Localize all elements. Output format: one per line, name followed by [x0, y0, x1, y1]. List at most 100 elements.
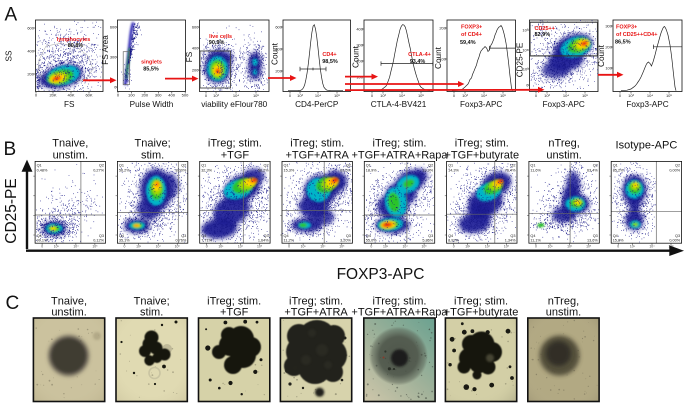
svg-text:10⁵: 10⁵ [666, 93, 672, 98]
svg-text:Count: Count [597, 44, 606, 67]
svg-text:10⁵: 10⁵ [500, 93, 506, 98]
svg-text:nTreg,: nTreg, [548, 138, 579, 150]
svg-text:10⁴: 10⁴ [481, 93, 487, 98]
svg-text:10⁴: 10⁴ [73, 245, 79, 249]
svg-text:+TGF+ATRA: +TGF+ATRA [284, 307, 348, 319]
svg-text:unstim.: unstim. [546, 150, 581, 162]
svg-text:10³: 10³ [54, 245, 60, 249]
svg-text:Isotype-APC: Isotype-APC [616, 140, 678, 152]
svg-text:FS Area: FS Area [101, 35, 110, 65]
svg-text:10³: 10³ [136, 245, 142, 249]
svg-text:300: 300 [110, 55, 117, 60]
svg-text:Tnaive,: Tnaive, [52, 138, 88, 150]
svg-text:Q3: Q3 [346, 234, 351, 238]
svg-text:85,2%: 85,2% [613, 168, 624, 172]
svg-text:FOXP3-APC: FOXP3-APC [337, 266, 425, 283]
svg-text:10³: 10³ [628, 93, 634, 98]
svg-text:10⁴: 10⁴ [399, 93, 405, 98]
svg-text:iTreg; stim.: iTreg; stim. [290, 138, 344, 150]
svg-text:unstim.: unstim. [51, 307, 86, 319]
svg-text:0: 0 [371, 93, 374, 98]
svg-text:400: 400 [168, 93, 175, 98]
svg-text:0: 0 [370, 245, 372, 249]
svg-text:iTreg; stim.: iTreg; stim. [373, 138, 427, 150]
svg-text:300: 300 [605, 24, 612, 29]
svg-text:Q4: Q4 [366, 234, 371, 238]
svg-text:Q3: Q3 [593, 234, 598, 238]
svg-text:20K: 20K [49, 93, 56, 98]
svg-text:10⁴: 10⁴ [156, 245, 162, 249]
svg-text:300: 300 [155, 93, 162, 98]
svg-text:0: 0 [535, 93, 538, 98]
svg-text:CD25++: CD25++ [535, 26, 556, 32]
svg-text:10⁴: 10⁴ [522, 48, 528, 53]
svg-text:Q2: Q2 [675, 163, 680, 167]
svg-text:Count: Count [271, 42, 280, 65]
svg-text:1,34%: 1,34% [505, 239, 516, 243]
svg-text:13,6%: 13,6% [587, 239, 598, 243]
svg-text:200: 200 [275, 69, 282, 74]
svg-text:0: 0 [41, 245, 43, 249]
svg-text:400: 400 [275, 47, 282, 52]
svg-text:Q2: Q2 [593, 163, 598, 167]
svg-text:B: B [4, 139, 17, 160]
svg-text:Q2: Q2 [264, 163, 269, 167]
svg-text:10³: 10³ [630, 245, 636, 249]
svg-text:Q4: Q4 [448, 234, 453, 238]
svg-text:Q2: Q2 [428, 163, 433, 167]
svg-text:400: 400 [192, 46, 199, 51]
svg-text:SS: SS [5, 50, 14, 61]
svg-text:32,3%: 32,3% [201, 168, 212, 172]
svg-text:69,5%: 69,5% [340, 168, 351, 172]
svg-text:Q3: Q3 [510, 234, 515, 238]
svg-text:0,76%: 0,76% [176, 239, 187, 243]
svg-text:0: 0 [453, 245, 455, 249]
svg-text:0,27%: 0,27% [93, 168, 104, 172]
svg-text:15,8%: 15,8% [613, 239, 624, 243]
svg-text:1,64%: 1,64% [258, 239, 269, 243]
svg-text:Q1: Q1 [119, 163, 124, 167]
svg-text:Q3: Q3 [181, 234, 186, 238]
svg-text:Q2: Q2 [99, 163, 104, 167]
svg-text:60K: 60K [85, 93, 92, 98]
svg-text:200: 200 [605, 45, 612, 50]
svg-text:Q1: Q1 [37, 163, 42, 167]
svg-text:85,5%: 85,5% [143, 67, 159, 73]
svg-text:99,1%: 99,1% [37, 239, 48, 243]
svg-text:10⁴: 10⁴ [315, 93, 321, 98]
svg-text:0: 0 [453, 93, 456, 98]
svg-text:10³: 10³ [213, 93, 219, 98]
svg-text:10³: 10³ [544, 93, 550, 98]
svg-text:10⁵: 10⁵ [175, 245, 181, 249]
svg-text:10⁴: 10⁴ [647, 93, 653, 98]
svg-text:8,00%: 8,00% [176, 168, 187, 172]
svg-text:10⁴: 10⁴ [233, 93, 239, 98]
svg-text:Tnaive;: Tnaive; [135, 138, 171, 150]
svg-text:Pulse Width: Pulse Width [130, 100, 174, 109]
svg-text:500: 500 [182, 93, 189, 98]
svg-text:+TGF+ATRA: +TGF+ATRA [286, 150, 350, 162]
svg-text:19,9%: 19,9% [422, 168, 433, 172]
svg-text:unstim.: unstim. [546, 307, 581, 319]
svg-text:Foxp3-APC: Foxp3-APC [460, 100, 502, 109]
svg-text:Q4: Q4 [119, 234, 124, 238]
svg-text:CD4-PerCP: CD4-PerCP [295, 100, 339, 109]
svg-text:10⁵: 10⁵ [586, 245, 592, 249]
svg-text:10³: 10³ [462, 93, 468, 98]
svg-text:600: 600 [275, 25, 282, 30]
svg-text:iTreg; stim.: iTreg; stim. [455, 138, 509, 150]
svg-text:+TGF+butyrate: +TGF+butyrate [445, 150, 520, 162]
svg-text:FS: FS [185, 51, 194, 62]
svg-text:56,2%: 56,2% [119, 168, 130, 172]
svg-text:10³: 10³ [218, 245, 224, 249]
svg-text:10³: 10³ [523, 67, 529, 72]
svg-text:15,3%: 15,3% [284, 168, 295, 172]
svg-text:Q4: Q4 [284, 234, 289, 238]
svg-text:0: 0 [206, 245, 208, 249]
svg-text:+TGF: +TGF [220, 307, 249, 319]
svg-text:viability eFlour780: viability eFlour780 [201, 100, 267, 109]
svg-text:58,2%: 58,2% [258, 168, 269, 172]
svg-text:10⁴: 10⁴ [238, 245, 244, 249]
svg-text:200: 200 [439, 26, 446, 31]
svg-text:3,20%: 3,20% [340, 239, 351, 243]
